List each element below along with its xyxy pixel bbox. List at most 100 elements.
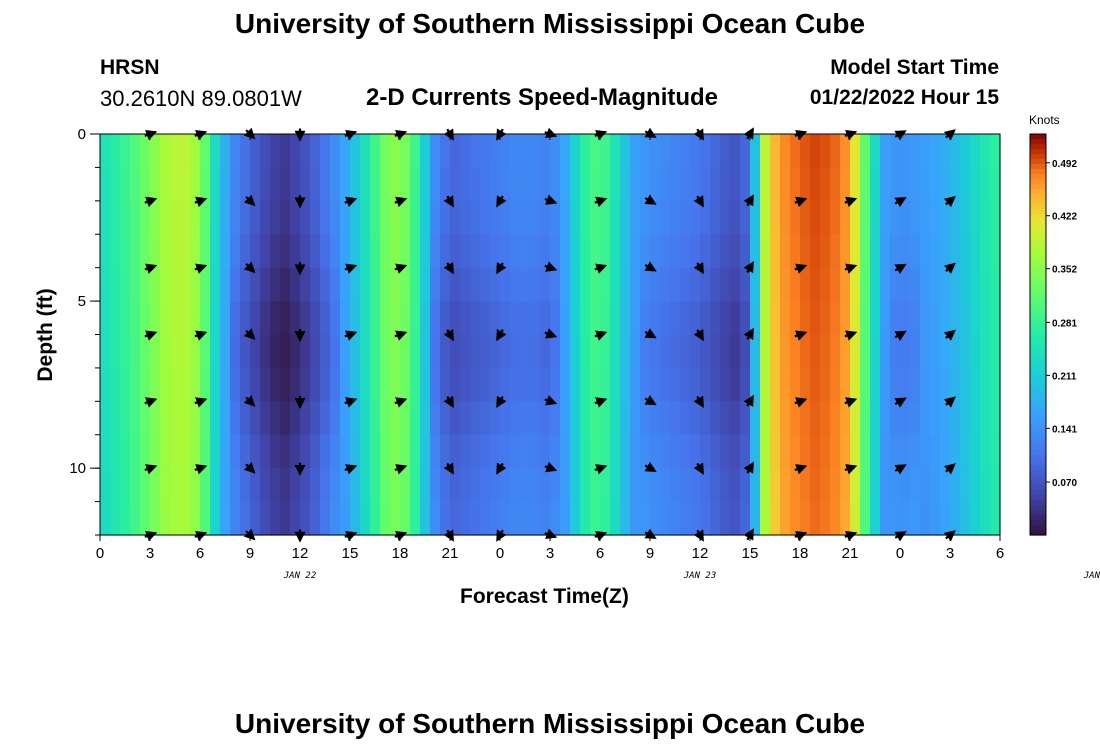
- heatmap-cell: [460, 134, 471, 169]
- heatmap-cell: [170, 134, 181, 169]
- colorbar-segment: [1030, 234, 1046, 240]
- heatmap-cell: [130, 367, 141, 402]
- heatmap-cell: [540, 167, 551, 202]
- heatmap-cell: [850, 167, 861, 202]
- current-vector-arrow: [693, 262, 704, 275]
- heatmap-cell: [910, 501, 921, 536]
- heatmap-cell: [140, 334, 151, 369]
- current-vector-arrow: [894, 197, 907, 208]
- heatmap-cell: [990, 401, 1001, 436]
- current-vector-arrow: [894, 330, 907, 341]
- heatmap-cell: [370, 301, 381, 336]
- heatmap-cell: [540, 434, 551, 469]
- heatmap-cell: [780, 434, 791, 469]
- heatmap-cell: [980, 267, 991, 302]
- heatmap-cell: [440, 501, 451, 536]
- heatmap-cell: [500, 468, 511, 503]
- heatmap-cell: [390, 134, 401, 169]
- heatmap-cell: [860, 200, 871, 235]
- heatmap-cell: [990, 501, 1001, 536]
- heatmap-cell: [250, 401, 261, 436]
- heatmap-cell: [320, 301, 331, 336]
- heatmap-cell: [690, 334, 701, 369]
- heatmap-cell: [670, 267, 681, 302]
- heatmap-cell: [850, 401, 861, 436]
- heatmap-cell: [210, 434, 221, 469]
- x-tick-label: 6: [996, 545, 1004, 562]
- current-vector-arrow: [943, 463, 956, 475]
- colorbar-segment: [1030, 314, 1046, 321]
- heatmap-cell: [720, 301, 731, 336]
- colorbar-tick-label: 0.211: [1052, 371, 1077, 382]
- colorbar-segment: [1030, 309, 1046, 316]
- colorbar-segment: [1030, 499, 1046, 506]
- heatmap-cell: [740, 301, 751, 336]
- heatmap-cell: [670, 367, 681, 402]
- heatmap-cell: [410, 367, 421, 402]
- heatmap-cell: [270, 401, 281, 436]
- heatmap-cell: [260, 501, 271, 536]
- heatmap-cell: [440, 334, 451, 369]
- heatmap-cell: [550, 501, 561, 536]
- heatmap-cell: [640, 468, 651, 503]
- heatmap-cell: [570, 334, 581, 369]
- heatmap-cell: [530, 200, 541, 235]
- heatmap-cell: [440, 200, 451, 235]
- heatmap-cell: [930, 167, 941, 202]
- current-vector-arrow: [394, 263, 408, 274]
- heatmap-cell: [930, 434, 941, 469]
- heatmap-cell: [280, 167, 291, 202]
- heatmap-cell: [890, 200, 901, 235]
- heatmap-cell: [410, 501, 421, 536]
- heatmap-cell: [160, 134, 171, 169]
- heatmap-cell: [910, 301, 921, 336]
- heatmap-cell: [720, 367, 731, 402]
- heatmap-cell: [470, 301, 481, 336]
- current-vector-arrow: [794, 397, 808, 408]
- heatmap-cell: [920, 234, 931, 269]
- heatmap-cell: [360, 234, 371, 269]
- heatmap-cell: [870, 434, 881, 469]
- heatmap-cell: [480, 434, 491, 469]
- heatmap-cell: [700, 200, 711, 235]
- heatmap-cell: [310, 468, 321, 503]
- heatmap-cell: [180, 468, 191, 503]
- heatmap-cell: [820, 200, 831, 235]
- current-vector-arrow: [443, 462, 454, 475]
- heatmap-cell: [530, 334, 541, 369]
- heatmap-cell: [980, 234, 991, 269]
- heatmap-cell: [640, 367, 651, 402]
- heatmap-cell: [230, 468, 241, 503]
- heatmap-cell: [900, 468, 911, 503]
- heatmap-cell: [790, 434, 801, 469]
- heatmap-cell: [700, 401, 711, 436]
- heatmap-cell: [150, 434, 161, 469]
- heatmap-cell: [660, 434, 671, 469]
- heatmap-cell: [230, 134, 241, 169]
- heatmap-cell: [510, 334, 521, 369]
- heatmap-cell: [970, 234, 981, 269]
- heatmap-cell: [860, 134, 871, 169]
- heatmap-cell: [900, 234, 911, 269]
- heatmap-cell: [820, 267, 831, 302]
- heatmap-cell: [500, 334, 511, 369]
- heatmap-cell: [450, 334, 461, 369]
- heatmap-cell: [650, 367, 661, 402]
- heatmap-cell: [700, 267, 711, 302]
- heatmap-cell: [430, 200, 441, 235]
- colorbar-segment: [1030, 199, 1046, 205]
- heatmap-cell: [270, 134, 281, 169]
- heatmap-cell: [780, 267, 791, 302]
- current-vector-arrow: [144, 196, 158, 208]
- heatmap-cell: [730, 134, 741, 169]
- heatmap-cell: [430, 434, 441, 469]
- colorbar-segment: [1030, 214, 1046, 220]
- heatmap-cell: [210, 468, 221, 503]
- heatmap-cell: [760, 167, 771, 202]
- colorbar-segment: [1030, 299, 1046, 306]
- heatmap-cell: [500, 401, 511, 436]
- heatmap-cell: [680, 167, 691, 202]
- colorbar-segment: [1030, 489, 1046, 496]
- heatmap-cell: [770, 134, 781, 169]
- heatmap-cell: [160, 468, 171, 503]
